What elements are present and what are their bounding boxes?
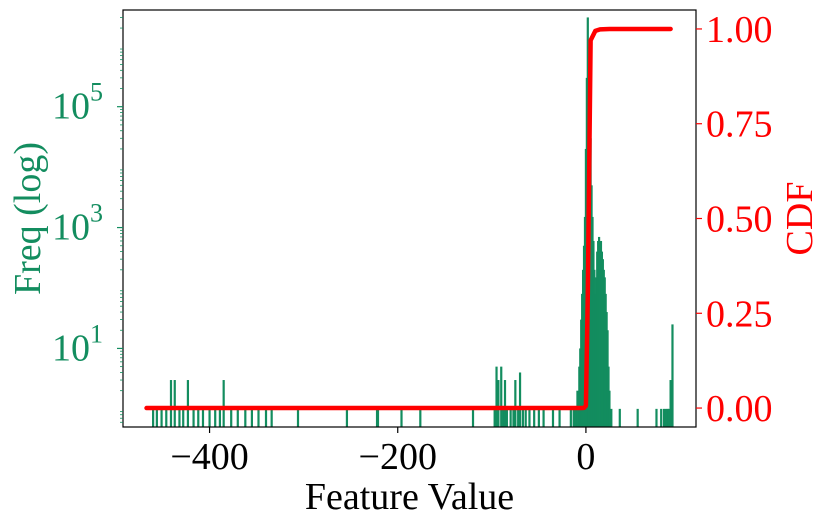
histogram-bar (345, 408, 349, 427)
histogram-bar (610, 408, 613, 427)
left-tick-label: 101 (52, 319, 103, 369)
histogram-bar (521, 408, 524, 427)
histogram-bar (502, 408, 505, 427)
histogram-bar (419, 408, 422, 427)
histogram-bar (264, 408, 268, 427)
histogram-bar (667, 408, 670, 427)
right-y-tick-label: 1.00 (706, 9, 773, 51)
right-y-axis-title: CDF (779, 182, 821, 256)
histogram-bar (509, 408, 512, 427)
x-tick-label: −200 (359, 436, 437, 478)
histogram-bar (542, 408, 545, 427)
x-tick-label: −400 (170, 436, 248, 478)
histogram-bar (636, 408, 639, 427)
tick-exponent: 3 (90, 199, 103, 228)
histogram-bar (169, 380, 173, 427)
histogram-bar (152, 408, 155, 427)
histogram-bar (574, 408, 577, 427)
histogram-bar (155, 408, 158, 427)
histogram-bar (214, 408, 217, 427)
histogram-bar (518, 372, 522, 427)
histogram-bar (664, 408, 667, 427)
plot-area (144, 17, 674, 428)
histogram-bar (497, 380, 500, 427)
histogram-bar (197, 408, 200, 427)
histogram-bar (537, 408, 540, 427)
histogram-bar (495, 366, 498, 427)
histogram-bar (505, 408, 508, 427)
left-y-axis-title: Freq (log) (7, 142, 49, 295)
tick-exponent: 5 (90, 78, 103, 107)
histogram-bar (655, 408, 658, 427)
histogram-bar (608, 390, 611, 427)
tick-base: 10 (52, 327, 90, 369)
histogram-bar (201, 408, 205, 427)
cdf-line (144, 26, 673, 411)
histogram-bar (400, 408, 403, 427)
histogram-bar (671, 324, 674, 427)
x-axis-title: Feature Value (305, 476, 514, 518)
histogram-bar (165, 408, 168, 427)
histogram-bar (558, 408, 561, 427)
histogram-bar (376, 408, 380, 427)
histogram-bar (517, 408, 520, 427)
histogram-bar (551, 408, 555, 427)
histogram-bar (662, 408, 666, 427)
histogram-bar (514, 380, 517, 427)
histogram-bar (528, 408, 531, 427)
left-axis-tick-labels: 105 103 101 (52, 78, 103, 370)
histogram-bar (660, 408, 663, 427)
histogram-bar (186, 380, 190, 427)
histogram-bar (500, 366, 503, 427)
histogram-bar (218, 408, 222, 427)
histogram-bar (182, 408, 185, 427)
histogram-bar (493, 408, 496, 427)
histogram-bar (250, 408, 253, 427)
histogram-bar (192, 408, 195, 427)
histogram-bar (296, 408, 300, 427)
right-y-tick-label: 0.25 (706, 293, 773, 335)
histogram-bar (471, 408, 475, 427)
histogram-bar (173, 380, 176, 427)
tick-exponent: 1 (90, 319, 103, 348)
histogram-bar (236, 408, 239, 427)
histogram-bar (178, 408, 181, 427)
histogram-bar (524, 408, 527, 427)
right-y-tick-label: 0.00 (706, 388, 773, 430)
histogram-bar (230, 408, 233, 427)
plot-frame (122, 9, 697, 428)
histogram-bar (512, 408, 515, 427)
axes: −400 −200 0 1.00 0.75 0.50 0.25 0.00 (117, 9, 773, 478)
histogram-bar (503, 380, 507, 427)
left-tick-label: 103 (52, 199, 103, 249)
histogram-bar (257, 408, 260, 427)
histogram-bar (208, 408, 211, 427)
histogram-bar (533, 408, 536, 427)
tick-base: 10 (52, 86, 90, 128)
right-y-tick-label: 0.75 (706, 104, 773, 146)
histogram-bar (270, 408, 273, 427)
histogram-bar (222, 380, 225, 427)
x-tick-label: 0 (576, 436, 595, 478)
tick-base: 10 (52, 207, 90, 249)
histogram-bar (160, 408, 163, 427)
histogram-bar (569, 408, 572, 427)
right-y-tick-label: 0.50 (706, 199, 773, 241)
histogram-bar (244, 408, 247, 427)
histogram-bar (669, 380, 672, 427)
left-tick-label: 105 (52, 78, 103, 128)
histogram-bar (618, 408, 621, 427)
histogram-bar (572, 408, 575, 427)
